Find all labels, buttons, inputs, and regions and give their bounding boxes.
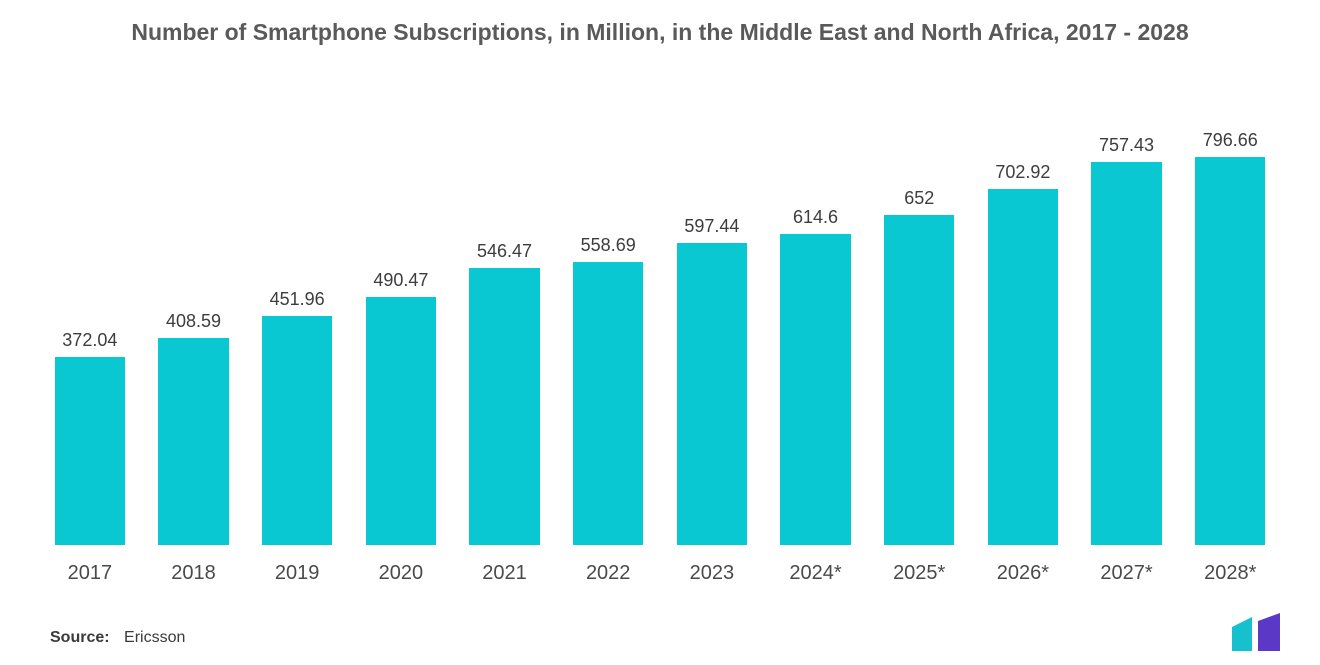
x-axis-label: 2021 (453, 562, 557, 585)
bar-value-label: 614.6 (793, 207, 838, 228)
x-axis-labels: 20172018201920202021202220232024*2025*20… (38, 562, 1282, 585)
x-axis-label: 2018 (142, 562, 246, 585)
bar-value-label: 546.47 (477, 241, 532, 262)
source-line: Source: Ericsson (50, 629, 185, 647)
bar-value-label: 652 (904, 188, 934, 209)
bar (158, 338, 228, 545)
bar (469, 268, 539, 545)
chart-container: Number of Smartphone Subscriptions, in M… (0, 0, 1320, 665)
bar-slot: 702.92 (971, 130, 1075, 545)
bar (1195, 157, 1265, 545)
bar (1091, 162, 1161, 545)
bar-slot: 614.6 (764, 130, 868, 545)
bar-slot: 451.96 (245, 130, 349, 545)
bar (988, 189, 1058, 545)
bar-slot: 546.47 (453, 130, 557, 545)
bar-value-label: 451.96 (270, 289, 325, 310)
x-axis-label: 2027* (1075, 562, 1179, 585)
bar (780, 234, 850, 545)
bar-slot: 796.66 (1178, 130, 1282, 545)
bars-group: 372.04 408.59 451.96 490.47 546.47 558.69 597.… (38, 130, 1282, 545)
x-axis-label: 2017 (38, 562, 142, 585)
bar-slot: 372.04 (38, 130, 142, 545)
x-axis-label: 2024* (764, 562, 868, 585)
chart-title: Number of Smartphone Subscriptions, in M… (0, 0, 1320, 48)
x-axis-label: 2020 (349, 562, 453, 585)
x-axis-label: 2028* (1178, 562, 1282, 585)
brand-logo (1228, 613, 1286, 651)
bar-slot: 558.69 (556, 130, 660, 545)
x-axis-label: 2026* (971, 562, 1075, 585)
source-name: Ericsson (124, 629, 185, 646)
bar-value-label: 408.59 (166, 311, 221, 332)
bar (262, 316, 332, 545)
bar-slot: 408.59 (142, 130, 246, 545)
bar-value-label: 757.43 (1099, 135, 1154, 156)
bar-slot: 490.47 (349, 130, 453, 545)
x-axis-label: 2019 (245, 562, 349, 585)
bar-value-label: 372.04 (62, 330, 117, 351)
bar (677, 243, 747, 545)
bar-slot: 757.43 (1075, 130, 1179, 545)
bar-slot: 652 (867, 130, 971, 545)
bar (573, 262, 643, 545)
bar-value-label: 490.47 (373, 270, 428, 291)
bar-slot: 597.44 (660, 130, 764, 545)
bar-value-label: 558.69 (581, 235, 636, 256)
bar (366, 297, 436, 545)
source-label: Source: (50, 629, 110, 646)
plot-area: 372.04 408.59 451.96 490.47 546.47 558.69 597.… (38, 130, 1282, 545)
x-axis-label: 2025* (867, 562, 971, 585)
bar-value-label: 702.92 (995, 162, 1050, 183)
bar-value-label: 796.66 (1203, 130, 1258, 151)
x-axis-label: 2023 (660, 562, 764, 585)
bar (884, 215, 954, 545)
x-axis-label: 2022 (556, 562, 660, 585)
bar-value-label: 597.44 (684, 216, 739, 237)
bar (55, 357, 125, 545)
